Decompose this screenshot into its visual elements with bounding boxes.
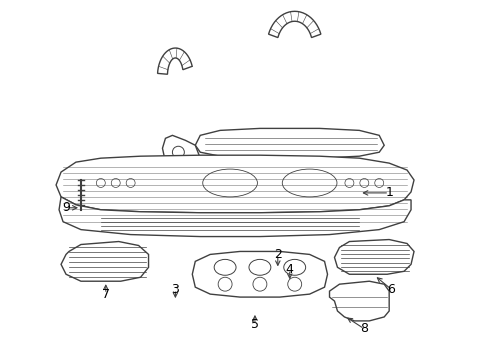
Polygon shape	[334, 239, 413, 274]
Polygon shape	[61, 242, 148, 281]
Text: 9: 9	[62, 201, 70, 214]
Circle shape	[287, 277, 301, 291]
Text: 1: 1	[385, 186, 392, 199]
Polygon shape	[195, 129, 384, 158]
Circle shape	[126, 179, 135, 188]
Ellipse shape	[248, 260, 270, 275]
Circle shape	[172, 146, 184, 158]
Polygon shape	[329, 281, 388, 321]
Circle shape	[252, 277, 266, 291]
Text: 7: 7	[102, 288, 110, 301]
Polygon shape	[192, 251, 327, 297]
Polygon shape	[268, 11, 320, 37]
Ellipse shape	[282, 169, 336, 197]
Ellipse shape	[283, 260, 305, 275]
Circle shape	[96, 179, 105, 188]
Ellipse shape	[214, 260, 236, 275]
Text: 6: 6	[386, 283, 394, 296]
Text: 2: 2	[273, 248, 281, 261]
Polygon shape	[56, 155, 413, 213]
Circle shape	[374, 179, 383, 188]
Text: 4: 4	[285, 263, 293, 276]
Text: 5: 5	[250, 318, 259, 331]
Text: 3: 3	[171, 283, 179, 296]
Polygon shape	[157, 48, 192, 74]
Circle shape	[218, 277, 232, 291]
Circle shape	[344, 179, 353, 188]
Circle shape	[111, 179, 120, 188]
Polygon shape	[59, 197, 410, 237]
Circle shape	[359, 179, 368, 188]
Text: 8: 8	[360, 322, 367, 336]
Ellipse shape	[203, 169, 257, 197]
Polygon shape	[162, 135, 200, 168]
